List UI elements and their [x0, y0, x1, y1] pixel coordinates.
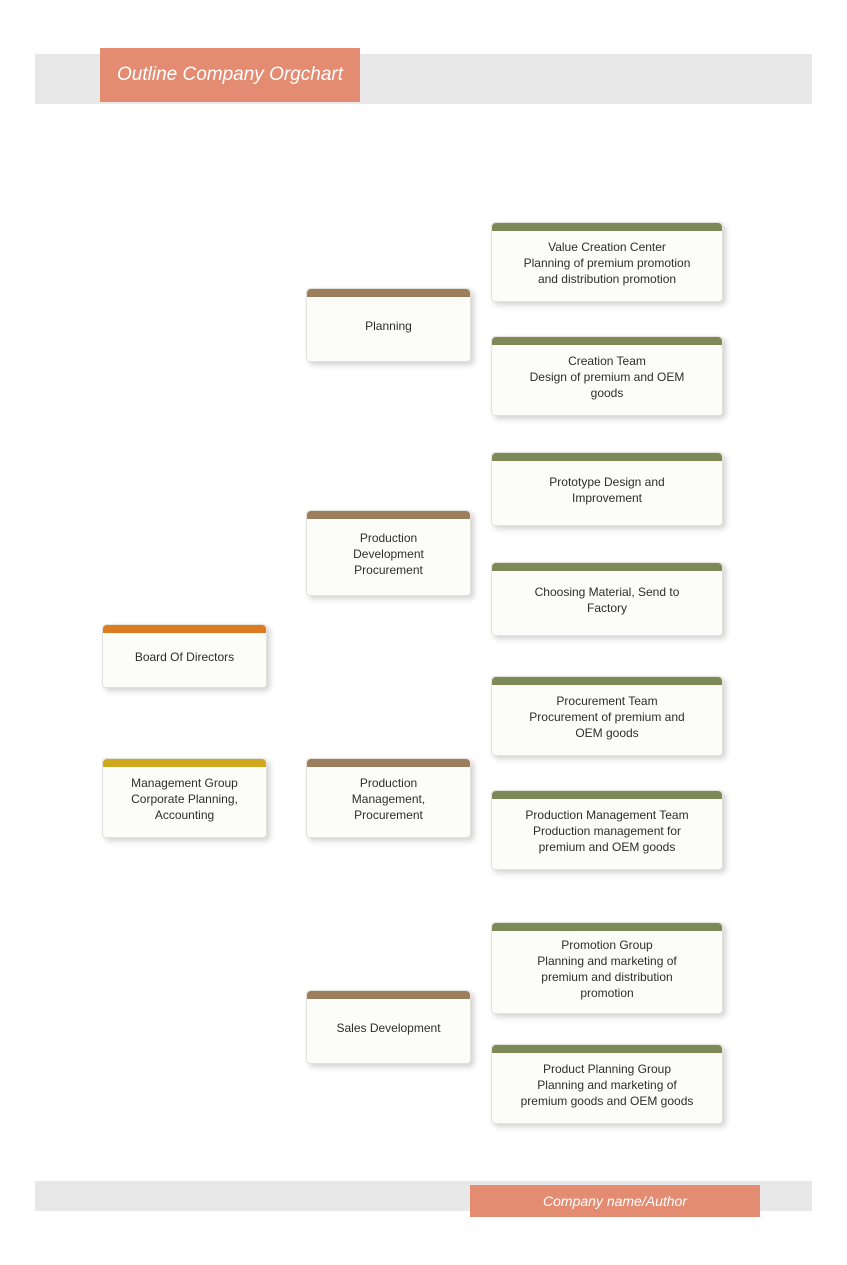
page-title: Outline Company Orgchart — [100, 48, 360, 102]
node-cap — [307, 511, 470, 519]
node-cap — [103, 625, 266, 633]
node-label: Prototype Design and Improvement — [500, 474, 714, 506]
node-cap — [492, 453, 722, 461]
footer-label: Company name/Author — [470, 1185, 760, 1217]
org-node-proto: Prototype Design and Improvement — [491, 452, 723, 526]
node-label: Planning — [315, 318, 462, 334]
node-label: Sales Development — [315, 1020, 462, 1036]
node-cap — [492, 1045, 722, 1053]
node-label: Management Group Corporate Planning, Acc… — [111, 775, 258, 824]
node-cap — [307, 991, 470, 999]
node-label: Production Management, Procurement — [315, 775, 462, 824]
org-node-vcc: Value Creation Center Planning of premiu… — [491, 222, 723, 302]
org-node-board: Board Of Directors — [102, 624, 267, 688]
node-cap — [492, 923, 722, 931]
node-cap — [492, 677, 722, 685]
node-cap — [103, 759, 266, 767]
node-cap — [307, 759, 470, 767]
org-node-promo: Promotion Group Planning and marketing o… — [491, 922, 723, 1014]
org-node-procteam: Procurement Team Procurement of premium … — [491, 676, 723, 756]
node-cap — [492, 223, 722, 231]
org-node-planning: Planning — [306, 288, 471, 362]
org-node-material: Choosing Material, Send to Factory — [491, 562, 723, 636]
node-label: Product Planning Group Planning and mark… — [500, 1061, 714, 1110]
node-cap — [307, 289, 470, 297]
node-label: Value Creation Center Planning of premiu… — [500, 239, 714, 288]
node-label: Board Of Directors — [111, 649, 258, 665]
org-node-prodmgmtteam: Production Management Team Production ma… — [491, 790, 723, 870]
node-label: Production Management Team Production ma… — [500, 807, 714, 856]
node-label: Creation Team Design of premium and OEM … — [500, 353, 714, 402]
node-label: Procurement Team Procurement of premium … — [500, 693, 714, 742]
org-node-prodplan: Product Planning Group Planning and mark… — [491, 1044, 723, 1124]
node-cap — [492, 337, 722, 345]
node-label: Choosing Material, Send to Factory — [500, 584, 714, 616]
node-cap — [492, 791, 722, 799]
node-label: Production Development Procurement — [315, 530, 462, 579]
org-node-proddev: Production Development Procurement — [306, 510, 471, 596]
org-node-mgmt: Management Group Corporate Planning, Acc… — [102, 758, 267, 838]
org-node-salesdev: Sales Development — [306, 990, 471, 1064]
node-cap — [492, 563, 722, 571]
node-label: Promotion Group Planning and marketing o… — [500, 937, 714, 1002]
org-node-creation: Creation Team Design of premium and OEM … — [491, 336, 723, 416]
org-node-prodmgmt: Production Management, Procurement — [306, 758, 471, 838]
